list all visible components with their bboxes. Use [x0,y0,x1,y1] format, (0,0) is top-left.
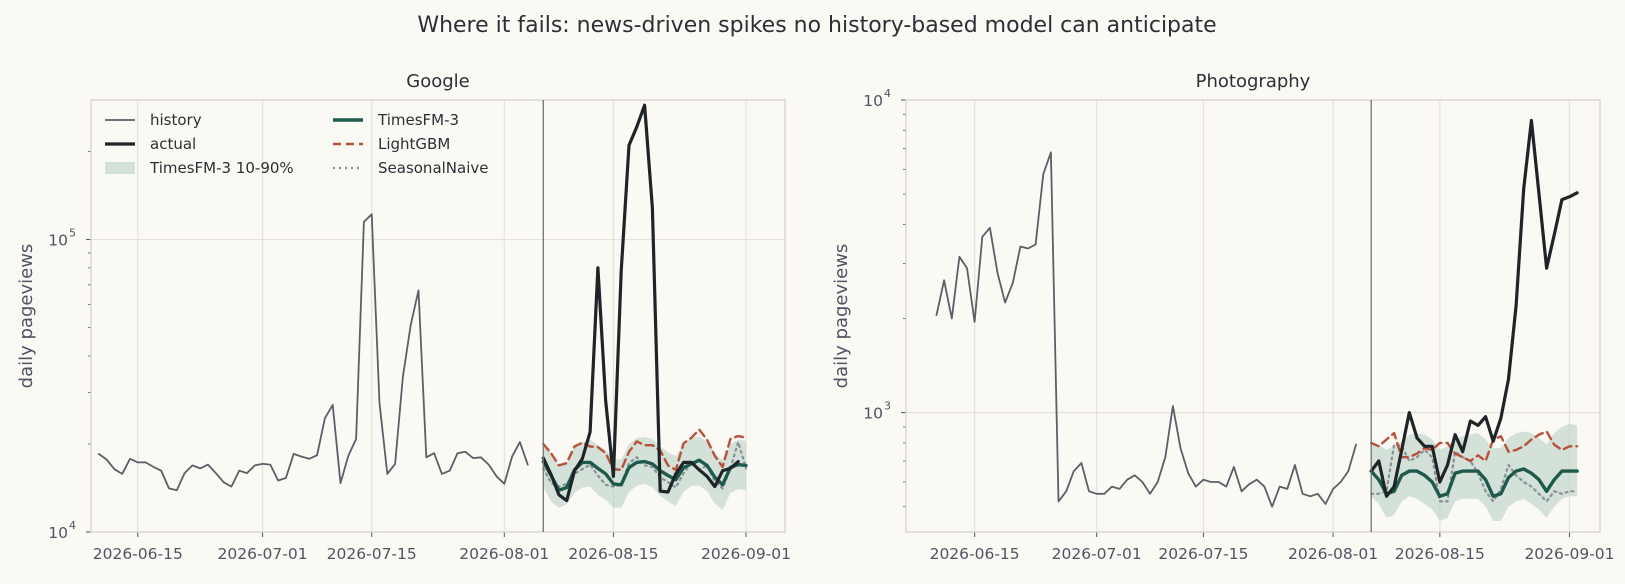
y-tick-label: 10 [48,232,68,250]
y-tick-label: 10 [863,92,883,110]
series-line-seasonalnaive [542,441,748,490]
y-tick-exponent: 3 [884,400,891,413]
chart-panel-google: 2026-06-15 2026-07-01 2026-07-15 2026-08-01… [16,71,791,563]
y-axis-label: daily pageviews [831,244,852,389]
legend-label: LightGBM [378,135,450,153]
series-line-lightgbm [1370,430,1579,463]
x-tick-label: 2026-06-15 [93,545,183,563]
x-tick-label: 2026-08-01 [459,545,549,563]
x-tick-label: 2026-07-01 [1052,545,1142,563]
x-tick-label: 2026-07-01 [218,545,308,563]
legend-entry: actual [105,135,196,153]
y-tick-exponent: 4 [884,87,891,100]
legend-entry: LightGBM [333,135,450,153]
legend-entry: history [105,111,202,129]
plot-frame [90,99,786,533]
legend-label: TimesFM-3 10-90% [149,159,294,177]
panel-title-google: Google [406,71,469,92]
x-tick-label: 2026-09-01 [1524,545,1614,563]
legend-label: SeasonalNaive [378,159,489,177]
x-tick-label: 2026-08-15 [568,545,658,563]
series-group [935,118,1579,522]
y-axis-label: daily pageviews [16,244,37,389]
series-line-actual [1369,118,1579,498]
series-line-seasonalnaive [1370,443,1579,503]
y-tick-label: 10 [863,405,883,423]
series-group [97,103,748,510]
x-tick-label: 2026-09-01 [701,545,791,563]
x-tick-label: 2026-08-01 [1288,545,1378,563]
legend-label: actual [150,135,196,153]
legend-entry: SeasonalNaive [333,159,489,177]
legend-entry: TimesFM-3 [333,111,459,129]
x-tick-label: 2026-07-15 [327,545,417,563]
series-band-timesfm-10-90 [543,436,747,510]
y-tick-exponent: 5 [69,227,76,240]
panel-title-photography: Photography [1196,71,1311,92]
series-line-timesfm [1369,467,1579,498]
legend-swatch-band [105,162,135,174]
series-line-lightgbm [542,428,748,472]
series-line-history [935,151,1357,508]
legend-entry: TimesFM-3 10-90% [105,159,294,177]
x-tick-label: 2026-07-15 [1158,545,1248,563]
series-line-actual [541,103,740,503]
legend-label: history [150,111,202,129]
legend: history actual TimesFM-3 10-90% TimesFM-3 Li… [105,111,489,177]
y-tick-label: 10 [48,524,68,542]
y-tick-exponent: 4 [69,519,76,532]
plot-frame [905,99,1601,533]
figure-title: Where it fails: news-driven spikes no hi… [417,13,1216,38]
x-tick-label: 2026-08-15 [1395,545,1485,563]
x-tick-label: 2026-06-15 [930,545,1020,563]
legend-label: TimesFM-3 [377,111,459,129]
chart-panel-photography: 2026-06-15 2026-07-01 2026-07-15 2026-08-01… [831,71,1615,563]
series-line-history [97,213,529,492]
